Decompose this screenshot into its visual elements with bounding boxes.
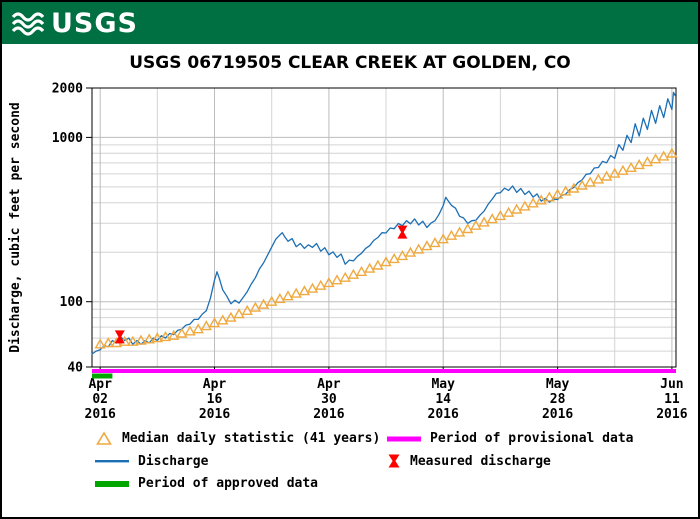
legend-label-provisional: Period of provisional data bbox=[430, 431, 634, 446]
hydrograph-chart: 2000 1000 100 40 Apr 02 2016 Apr 16 2016 Apr 30 2016… bbox=[2, 75, 698, 427]
legend-label-approved: Period of approved data bbox=[138, 476, 319, 491]
approved-bar-icon bbox=[95, 480, 129, 488]
svg-text:100: 100 bbox=[60, 295, 84, 310]
legend-item-discharge: Discharge bbox=[95, 453, 387, 469]
legend-item-approved: Period of approved data bbox=[95, 476, 387, 491]
usgs-waves-icon bbox=[12, 10, 46, 37]
legend-label-measured: Measured discharge bbox=[410, 453, 551, 469]
legend-label-median: Median daily statistic (41 years) bbox=[122, 431, 381, 446]
usgs-logo-text: USGS bbox=[51, 7, 138, 39]
svg-text:Discharge, cubic feet per seco: Discharge, cubic feet per second bbox=[8, 102, 23, 352]
provisional-bar-icon bbox=[387, 435, 421, 443]
svg-text:2000: 2000 bbox=[52, 82, 83, 97]
page-title: USGS 06719505 CLEAR CREEK AT GOLDEN, CO bbox=[129, 53, 571, 73]
legend-item-measured: Measured discharge bbox=[387, 453, 698, 469]
discharge-line-icon bbox=[95, 457, 129, 465]
legend-item-median: Median daily statistic (41 years) bbox=[95, 431, 387, 446]
chart-legend: Median daily statistic (41 years) Period… bbox=[95, 431, 698, 491]
measured-marker-icon bbox=[387, 453, 401, 469]
legend-item-provisional: Period of provisional data bbox=[387, 431, 698, 446]
svg-text:40: 40 bbox=[67, 361, 83, 376]
svg-text:1000: 1000 bbox=[52, 131, 83, 146]
median-triangle-icon bbox=[95, 431, 113, 446]
usgs-header: USGS bbox=[2, 2, 698, 44]
usgs-logo[interactable]: USGS bbox=[12, 10, 138, 37]
legend-label-discharge: Discharge bbox=[138, 453, 209, 469]
